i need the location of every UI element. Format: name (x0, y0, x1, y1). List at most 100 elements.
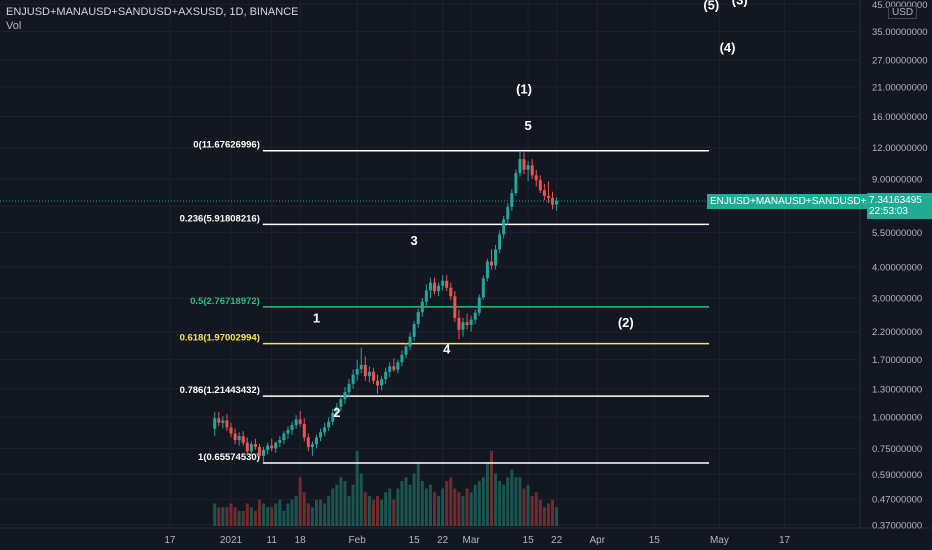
price-tick-label: 1.70000000 (872, 355, 922, 366)
price-tick-label: 3.00000000 (872, 294, 922, 305)
volume-bar (392, 499, 396, 526)
candle-body (282, 433, 286, 441)
time-tick-label: 15 (409, 535, 421, 546)
volume-bar (314, 499, 318, 526)
price-tick-label: 0.47000000 (872, 495, 922, 506)
candle-body (363, 364, 367, 377)
candle-body (433, 282, 436, 292)
time-tick-label: 18 (295, 535, 307, 546)
candle-body (485, 261, 489, 279)
volume-bar (412, 473, 416, 526)
volume-bar (530, 496, 534, 526)
price-tick-label: 1.30000000 (872, 384, 922, 395)
volume-bar (213, 503, 217, 526)
volume-bar (400, 481, 404, 526)
candle-body (290, 425, 294, 430)
volume-bar (282, 511, 286, 526)
candle-body (428, 282, 432, 291)
candle-body (278, 440, 282, 443)
wave-label: 5 (524, 118, 531, 133)
volume-bar (538, 499, 542, 526)
volume-bar (355, 451, 359, 526)
candle-body (404, 346, 408, 355)
candle-body (339, 399, 343, 407)
candle-body (355, 368, 359, 375)
volume-bar (469, 492, 473, 526)
volume-bar (445, 481, 449, 526)
volume-bars (213, 451, 559, 526)
candles (213, 150, 559, 463)
volume-bar (262, 503, 266, 526)
candle-body (343, 392, 347, 400)
volume-bar (449, 477, 453, 526)
volume-bar (465, 488, 469, 526)
volume-bar (510, 469, 514, 526)
candle-body (347, 383, 351, 393)
candle-body (323, 427, 327, 433)
current-symbol-label: ENJUSD+MANAUSD+SANDUSD+AXSUSD (707, 194, 911, 209)
candle-body (465, 322, 469, 326)
time-tick-label: 15 (649, 535, 661, 546)
candle-body (298, 419, 302, 424)
candle-body (310, 444, 314, 447)
candle-body (461, 322, 465, 330)
volume-bar (551, 499, 555, 526)
candle-body (213, 418, 217, 429)
fib-level-label: 0.786(1.21443432) (180, 385, 260, 396)
volume-bar (437, 496, 441, 526)
volume-bar (225, 507, 229, 526)
candle-body (241, 436, 245, 443)
volume-bar (473, 484, 477, 526)
price-tick-label: 35.00000000 (872, 27, 927, 38)
price-tick-label: 16.00000000 (872, 112, 927, 123)
candle-body (286, 429, 290, 434)
candle-body (229, 427, 233, 434)
candle-body (457, 317, 461, 330)
volume-bar (306, 503, 310, 526)
volume-bar (546, 503, 550, 526)
candle-body (306, 437, 310, 447)
volume-bar (253, 511, 257, 526)
volume-bar (384, 492, 388, 526)
volume-bar (257, 499, 261, 526)
time-tick-label: 17 (164, 535, 176, 546)
volume-bar (245, 503, 249, 526)
volume-bar (339, 477, 343, 526)
time-tick-label: Mar (463, 535, 481, 546)
candle-body (437, 285, 441, 292)
candle-body (506, 206, 510, 220)
volume-bar (457, 492, 461, 526)
time-tick-label: 17 (779, 535, 791, 546)
volume-bar (498, 481, 502, 526)
volume-bar (555, 507, 559, 526)
candle-body (481, 278, 485, 298)
price-tick-label: 2.20000000 (872, 327, 922, 338)
price-tick-label: 4.00000000 (872, 262, 922, 273)
volume-bar (351, 484, 355, 526)
volume-bar (359, 473, 363, 526)
currency-button[interactable]: USD (888, 6, 918, 19)
volume-bar (347, 496, 351, 526)
wave-label: 3 (411, 233, 418, 248)
volume-bar (371, 499, 375, 526)
volume-bar (331, 488, 335, 526)
price-tick-label: 1.00000000 (872, 413, 922, 424)
fib-level-label: 0.618(1.97002994) (180, 333, 260, 344)
bar-countdown: 22:53:03 (869, 206, 908, 217)
candle-body (266, 445, 270, 450)
volume-bar (534, 492, 538, 526)
candle-body (257, 446, 261, 456)
price-tick-label: 45.00000000 (872, 0, 927, 11)
volume-bar (319, 499, 323, 526)
candle-body (380, 379, 384, 386)
candle-body (225, 420, 229, 428)
candle-body (253, 444, 257, 447)
price-tick-label: 0.59000000 (872, 470, 922, 481)
volume-bar (506, 477, 510, 526)
candle-body (392, 366, 396, 370)
volume-bar (327, 496, 331, 526)
price-tick-label: 21.00000000 (872, 83, 927, 94)
candle-body (359, 364, 363, 369)
volume-bar (343, 481, 347, 526)
